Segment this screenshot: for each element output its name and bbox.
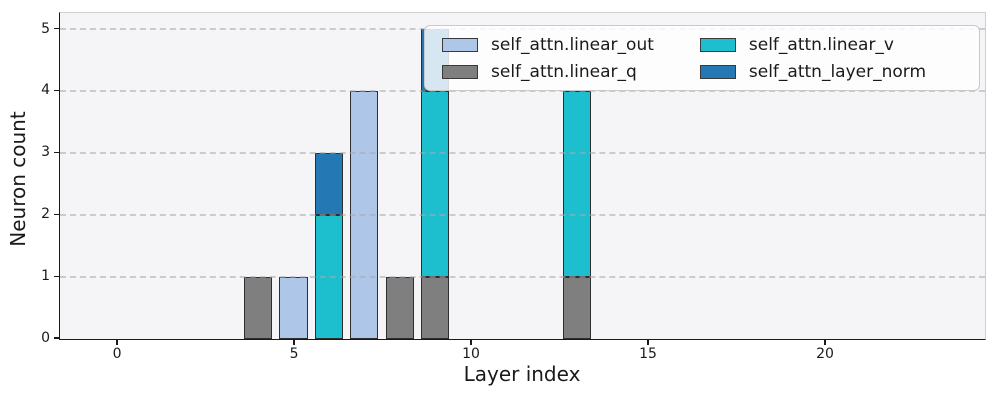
x-tick-mark-5: [293, 340, 295, 345]
bar-segment-self-attn-linear-v: [562, 91, 591, 278]
x-tick-mark-10: [470, 340, 472, 345]
x-tick-label-0: 0: [112, 346, 122, 362]
bar-segment-self-attn-linear-q: [421, 277, 450, 339]
y-tick-label-2: 2: [41, 206, 50, 223]
legend-entry-self-attn-linear-v: self_attn.linear_v: [699, 34, 926, 55]
legend-label-self-attn-layer-norm: self_attn_layer_norm: [748, 61, 927, 82]
legend-entry-self-attn-linear-q: self_attn.linear_q: [442, 62, 654, 82]
y-tick-label-1: 1: [41, 268, 50, 285]
legend-label-self-attn-linear-out: self_attn.linear_out: [491, 34, 654, 55]
y-tick-mark-1: [54, 275, 59, 277]
bar-segment-self-attn-linear-q: [562, 277, 591, 339]
x-tick-mark-15: [647, 340, 649, 345]
y-tick-label-5: 5: [41, 20, 50, 37]
y-tick-label-4: 4: [41, 82, 50, 99]
legend-entry-self-attn-layer-norm: self_attn_layer_norm: [699, 61, 927, 82]
bar-segment-self-attn-layer-norm: [314, 153, 344, 216]
legend-swatch-self-attn-linear-v: [699, 37, 736, 52]
x-axis-label: Layer index: [463, 362, 581, 386]
x-tick-label-10: 10: [462, 346, 480, 362]
bar-segment-self-attn-linear-q: [385, 277, 414, 339]
y-tick-mark-5: [54, 27, 59, 30]
y-tick-mark-3: [54, 151, 59, 154]
legend-swatch-self-attn-layer-norm: [699, 64, 736, 79]
x-tick-mark-0: [116, 340, 118, 345]
bar-segment-self-attn-linear-v: [421, 91, 450, 278]
y-axis-label: Neuron count: [6, 111, 30, 247]
legend: self_attn.linear_out self_attn.linear_q se…: [424, 25, 980, 91]
x-tick-mark-20: [824, 340, 826, 345]
legend-swatch-self-attn-linear-q: [442, 64, 478, 79]
x-tick-label-20: 20: [816, 346, 834, 362]
y-tick-label-0: 0: [41, 330, 50, 347]
legend-label-self-attn-linear-v: self_attn.linear_v: [748, 34, 894, 55]
legend-label-self-attn-linear-q: self_attn.linear_q: [491, 61, 637, 82]
x-tick-label-15: 15: [639, 346, 657, 362]
bar-segment-self-attn-linear-out: [279, 277, 308, 339]
bar-segment-self-attn-linear-q: [244, 277, 273, 339]
y-tick-mark-0: [54, 337, 59, 339]
legend-entry-self-attn-linear-out: self_attn.linear_out: [442, 35, 654, 55]
y-tick-label-3: 3: [41, 144, 50, 161]
y-tick-mark-4: [54, 89, 59, 92]
bar-segment-self-attn-linear-v: [314, 215, 344, 339]
x-tick-label-5: 5: [289, 346, 299, 362]
bar-segment-self-attn-linear-out: [350, 91, 379, 339]
legend-swatch-self-attn-linear-out: [442, 37, 478, 52]
y-tick-mark-2: [54, 213, 59, 216]
